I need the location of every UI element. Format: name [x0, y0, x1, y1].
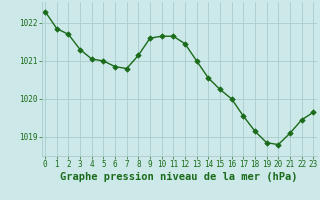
X-axis label: Graphe pression niveau de la mer (hPa): Graphe pression niveau de la mer (hPa)	[60, 172, 298, 182]
